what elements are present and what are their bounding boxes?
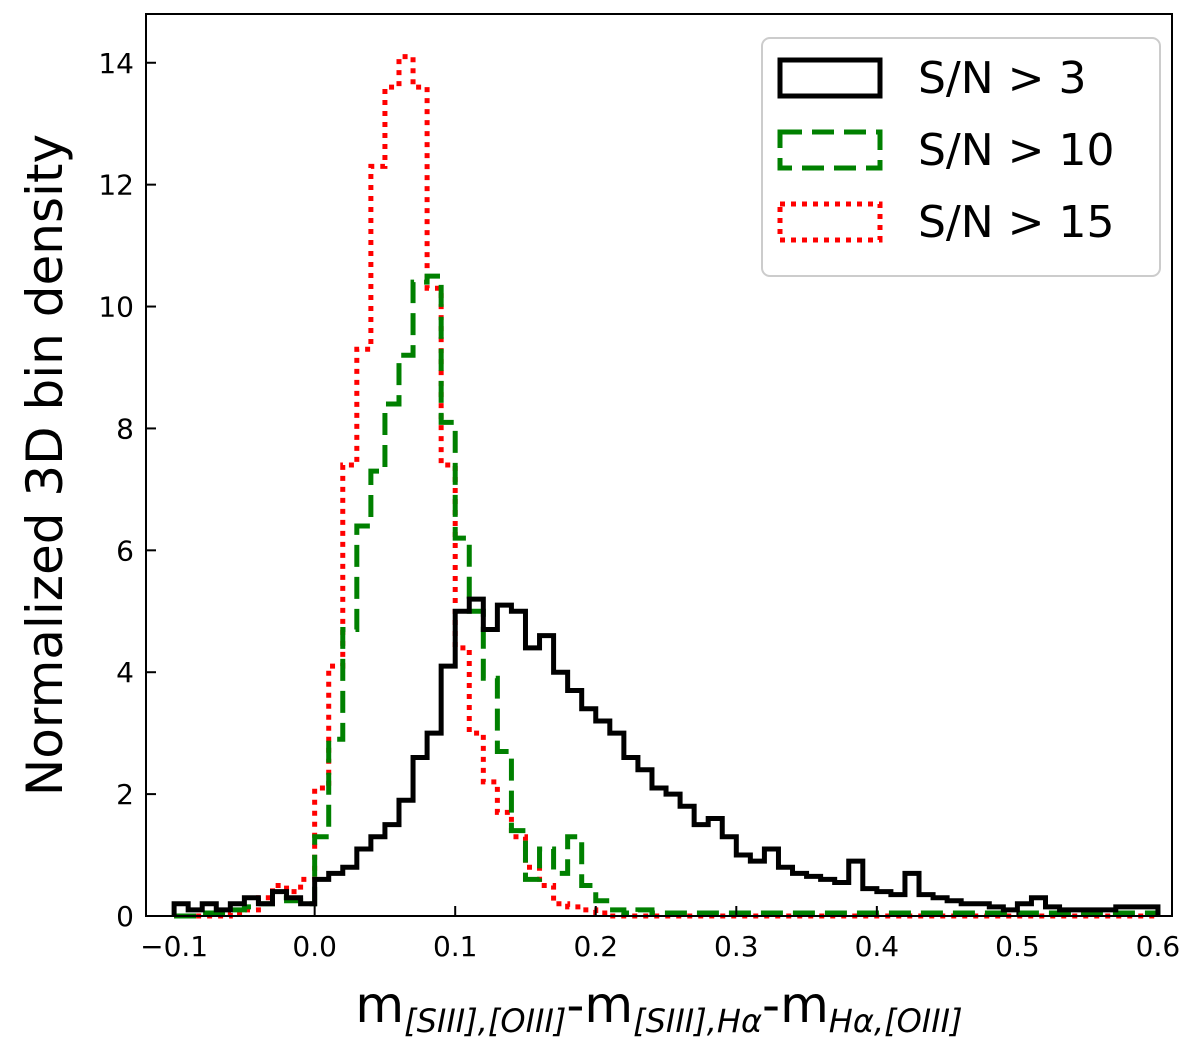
x-tick-label: 0.2 [573,930,618,963]
y-tick-label: 0 [116,900,134,933]
legend-swatch [777,57,883,99]
x-label-sub-1: [SIII],[OIII] [404,1002,566,1040]
series-layer [171,54,1161,919]
x-label-term-3: -m [762,976,829,1034]
y-axis-label: Normalized 3D bin density [16,134,74,796]
x-label-term-1: m [355,976,404,1034]
legend-label: S/N > 15 [918,197,1115,248]
x-tick-label: 0.1 [433,930,478,963]
x-label-sub-3: Hα,[OIII] [829,1002,963,1040]
y-tick-label: 2 [116,778,134,811]
y-tick-label: 14 [98,47,134,80]
y-tick-label: 10 [98,291,134,324]
x-axis-label: m[SIII],[OIII]-m[SIII],Hα-mHα,[OIII] [355,976,962,1040]
x-tick-label: 0.5 [995,930,1040,963]
x-label-term-2: -m [566,976,633,1034]
x-tick-label: 0.4 [855,930,900,963]
series-line-s-n-3 [171,596,1161,916]
y-tick-label: 8 [116,412,134,445]
y-tick-label: 4 [116,656,134,689]
legend: S/N > 3 S/N > 10 S/N > 15 [761,37,1161,277]
series-line-s-n-10 [174,273,1161,919]
x-tick-label: 0.3 [714,930,759,963]
legend-swatch [777,129,883,171]
plot-frame [145,13,1173,917]
x-tick-label: 0.6 [1136,930,1181,963]
y-tick-label: 12 [98,169,134,202]
legend-label: S/N > 3 [918,53,1087,104]
y-tick-label: 6 [116,534,134,567]
legend-swatch [777,201,883,243]
tick-layer: −0.1 0.0 0.1 0.2 0.3 0.4 0.5 0.6 0 2 4 6 8 10 12 14 [98,47,1180,963]
legend-entries: S/N > 3 S/N > 10 S/N > 15 [777,53,1115,248]
x-label-sub-2: [SIII],Hα [633,1002,762,1040]
x-tick-label: −0.1 [140,930,208,963]
x-tick-label: 0.0 [292,930,337,963]
legend-label: S/N > 10 [918,125,1115,176]
